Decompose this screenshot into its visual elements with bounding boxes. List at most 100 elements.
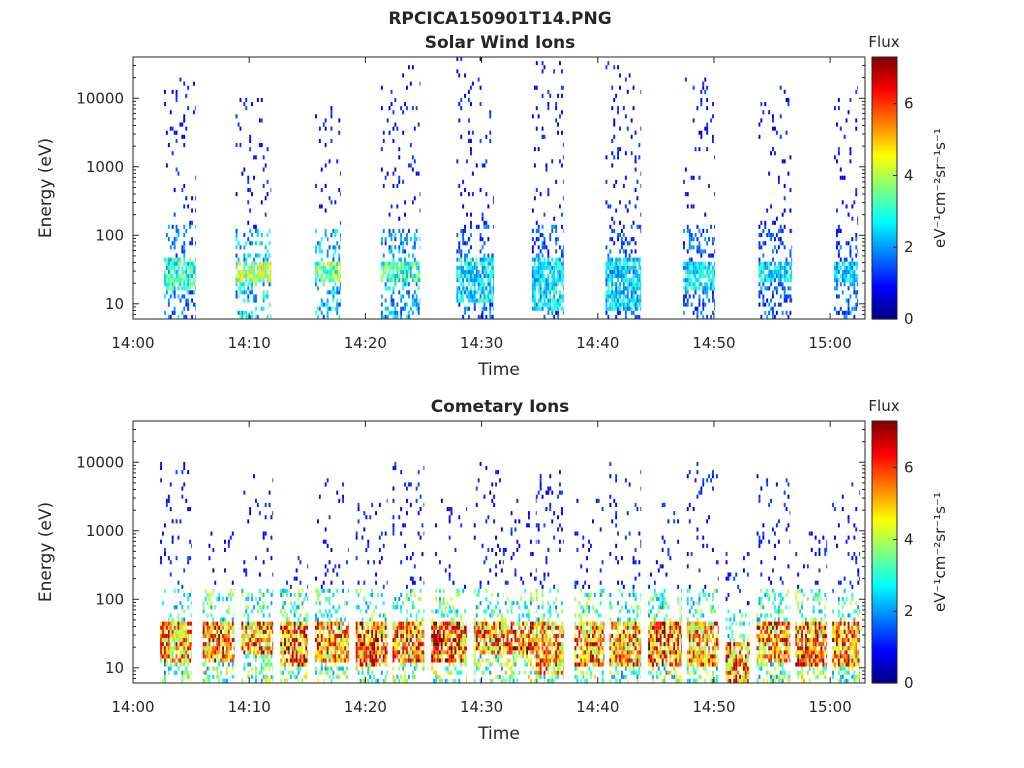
spectrogram-cell — [512, 662, 515, 667]
spectrogram-cell — [318, 609, 321, 614]
spectrogram-cell — [481, 633, 484, 638]
spectrogram-cell — [204, 646, 207, 651]
spectrogram-cell — [417, 306, 420, 311]
spectrogram-cell — [561, 69, 563, 74]
spectrogram-cell — [193, 302, 195, 307]
spectrogram-cell — [770, 278, 772, 283]
spectrogram-cell — [388, 286, 391, 291]
spectrogram-cell — [179, 257, 182, 262]
spectrogram-cell — [386, 642, 388, 647]
spectrogram-cell — [522, 629, 525, 634]
spectrogram-cell — [173, 621, 176, 626]
spectrogram-cell — [843, 269, 846, 274]
spectrogram-cell — [419, 588, 422, 593]
spectrogram-cell — [431, 650, 434, 655]
spectrogram-cell — [768, 261, 771, 266]
spectrogram-cell — [834, 106, 836, 111]
spectrogram-cell — [226, 666, 228, 671]
spectrogram-cell — [634, 204, 637, 209]
spectrogram-cell — [481, 298, 484, 303]
spectrogram-cell — [187, 274, 190, 279]
spectrogram-cell — [624, 306, 627, 311]
spectrogram-cell — [268, 261, 271, 266]
spectrogram-cell — [849, 147, 852, 152]
spectrogram-cell — [547, 253, 550, 258]
spectrogram-cell — [402, 523, 405, 528]
spectrogram-cell — [440, 650, 443, 655]
spectrogram-cell — [708, 278, 710, 283]
spectrogram-cell — [384, 658, 387, 663]
spectrogram-cell — [164, 654, 166, 659]
spectrogram-cell — [537, 253, 540, 258]
spectrogram-cell — [258, 650, 261, 655]
spectrogram-cell — [187, 106, 190, 111]
spectrogram-cell — [287, 638, 290, 643]
spectrogram-cell — [417, 658, 420, 663]
spectrogram-cell — [437, 629, 439, 634]
spectrogram-cell — [499, 547, 501, 552]
spectrogram-cell — [619, 282, 621, 287]
spectrogram-cell — [191, 588, 192, 593]
spectrogram-cell — [266, 654, 269, 659]
spectrogram-cell — [626, 269, 629, 274]
spectrogram-cell — [411, 650, 414, 655]
colorbar-step — [872, 70, 897, 73]
spectrogram-cell — [456, 269, 459, 274]
spectrogram-cell — [485, 646, 488, 651]
spectrogram-cell — [375, 642, 377, 647]
spectrogram-cell — [605, 179, 608, 184]
spectrogram-cell — [241, 678, 244, 683]
spectrogram-cell — [411, 155, 414, 160]
spectrogram-cell — [413, 662, 416, 667]
spectrogram-cell — [411, 646, 414, 651]
spectrogram-cell — [460, 638, 463, 643]
spectrogram-cell — [297, 556, 300, 561]
spectrogram-cell — [255, 666, 257, 671]
spectrogram-cell — [164, 547, 166, 552]
spectrogram-cell — [171, 126, 174, 131]
spectrogram-cell — [619, 265, 621, 270]
spectrogram-cell — [464, 269, 466, 274]
spectrogram-cell — [400, 278, 403, 283]
spectrogram-cell — [249, 633, 252, 638]
spectrogram-cell — [322, 625, 325, 630]
spectrogram-cell — [772, 118, 774, 123]
spectrogram-cell — [489, 662, 492, 667]
spectrogram-cell — [452, 678, 455, 683]
spectrogram-cell — [533, 269, 536, 274]
spectrogram-cell — [315, 114, 317, 119]
spectrogram-cell — [487, 580, 490, 585]
spectrogram-cell — [684, 167, 687, 172]
spectrogram-cell — [413, 159, 416, 164]
spectrogram-cell — [363, 674, 366, 679]
colorbar-step — [872, 181, 897, 185]
spectrogram-cell — [231, 629, 234, 634]
spectrogram-cell — [853, 269, 856, 274]
spectrogram-cell — [847, 286, 850, 291]
spectrogram-cell — [845, 298, 848, 303]
spectrogram-cell — [551, 159, 554, 164]
spectrogram-cell — [365, 601, 368, 606]
spectrogram-cell — [187, 286, 190, 291]
spectrogram-cell — [249, 662, 252, 667]
spectrogram-cell — [619, 306, 621, 311]
spectrogram-cell — [260, 662, 263, 667]
spectrogram-cell — [322, 282, 325, 287]
spectrogram-cell — [617, 290, 619, 295]
spectrogram-cell — [388, 269, 391, 274]
spectrogram-cell — [287, 633, 290, 638]
spectrogram-cell — [245, 597, 248, 602]
spectrogram-cell — [415, 629, 418, 634]
spectrogram-cell — [239, 278, 242, 283]
spectrogram-cell — [448, 515, 451, 520]
spectrogram-cell — [419, 278, 421, 283]
spectrogram-cell — [326, 478, 329, 483]
spectrogram-cell — [315, 310, 317, 315]
spectrogram-cell — [171, 151, 174, 156]
spectrogram-cell — [464, 257, 466, 262]
spectrogram-cell — [408, 654, 410, 659]
spectrogram-cell — [526, 662, 528, 667]
spectrogram-cell — [260, 200, 263, 205]
spectrogram-cell — [692, 237, 695, 242]
spectrogram-cell — [380, 670, 383, 675]
